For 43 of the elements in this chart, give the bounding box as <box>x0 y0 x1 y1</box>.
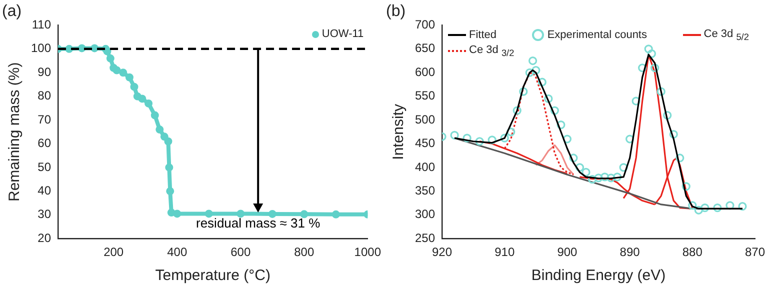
legend-label: Fitted <box>469 29 497 42</box>
x-tick-label: 900 <box>557 245 578 260</box>
x-tick-label: 880 <box>682 245 703 260</box>
y-tick-label: 110 <box>32 18 52 32</box>
y-tick-label: 500 <box>414 112 436 126</box>
y-tick-label: 450 <box>414 136 436 150</box>
y-tick-label: 70 <box>38 112 52 126</box>
y-tick-label: 50 <box>38 160 52 174</box>
y-tick-label: 20 <box>38 230 52 245</box>
x-tick-label: 400 <box>167 245 188 260</box>
y-tick-label: 100 <box>30 41 52 56</box>
chart-title: (a) <box>2 3 22 20</box>
legend-label: UOW-11 <box>322 28 364 40</box>
y-tick-label: 40 <box>38 183 52 198</box>
y-tick-label: 650 <box>414 41 436 56</box>
y-tick-label: 250 <box>414 230 436 245</box>
x-tick-label: 890 <box>620 245 640 260</box>
x-tick-label: 1000 <box>354 245 382 260</box>
legend-label: Experimental counts <box>547 29 647 42</box>
y-tick-label: 350 <box>414 183 436 198</box>
x-tick-label: 870 <box>744 245 766 260</box>
annotation: residual mass ≈ 31 % <box>196 216 321 231</box>
y-tick-label: 550 <box>414 88 436 103</box>
y-tick-label: 80 <box>38 88 52 103</box>
y-tick-label: 600 <box>414 64 436 79</box>
y-axis-title: Remaining mass (%) <box>6 62 24 202</box>
x-tick-label: 200 <box>104 245 124 260</box>
y-tick-label: 300 <box>414 207 436 222</box>
x-tick-label: 910 <box>494 245 515 260</box>
y-axis-title: Intensity <box>390 103 408 160</box>
x-axis-title: Binding Energy (eV) <box>531 267 666 284</box>
y-tick-label: 90 <box>38 64 52 79</box>
y-tick-label: 700 <box>414 18 436 32</box>
chart-title: (b) <box>386 3 406 20</box>
y-tick-label: 30 <box>38 207 52 222</box>
x-tick-label: 800 <box>294 245 314 260</box>
legend-label: Ce 3d $_{3/2}$ <box>469 44 514 59</box>
x-axis-title: Temperature (°C) <box>155 267 270 284</box>
x-tick-label: 920 <box>432 245 452 260</box>
y-tick-label: 400 <box>414 160 436 174</box>
x-tick-label: 600 <box>230 245 251 260</box>
legend-label: Ce 3d $_{5/2}$ <box>704 28 749 42</box>
y-tick-label: 60 <box>38 136 52 150</box>
